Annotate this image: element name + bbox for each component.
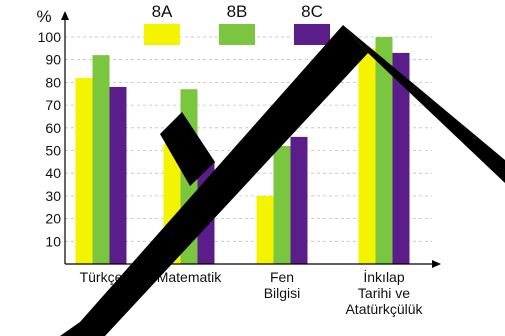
y-tick-label: 20 [45,211,61,227]
legend-label-8a: 8A [152,2,173,21]
y-tick-label: 70 [45,97,61,113]
legend: 8A 8B 8C [144,2,330,45]
legend-label-8b: 8B [227,2,248,21]
bar-8b-4 [375,37,393,264]
legend-swatch-8a [144,24,180,45]
x-axis-arrow-icon [432,260,441,268]
check-mark-left-stroke [160,112,215,186]
bar-8a-4 [358,48,376,264]
bar-8b-1 [92,55,110,264]
category-labels: Türkçe Matematik Fen Bilgisi İnkılap Tarihi v… [80,268,424,317]
category-label: Türkçe [80,269,123,285]
y-tick-label: 40 [45,165,61,181]
legend-swatch-8b [219,24,255,45]
check-mark-right-stroke [343,25,505,183]
bar-8c-1 [109,86,127,264]
bar-8b-3 [273,145,291,264]
y-tick-label: 60 [45,120,61,136]
y-tick-label: 100 [38,29,62,45]
y-tick-label: 10 [45,233,61,249]
check-mark-overlay [60,25,505,336]
bar-8c-4 [392,52,410,264]
bar-8a-3 [256,195,274,264]
category-label: Matematik [157,269,223,285]
y-tick-labels: 10 20 30 40 50 60 70 80 90 100 [38,29,62,249]
category-label: Fen Bilgisi [264,269,301,301]
bar-8c-3 [290,136,308,264]
legend-swatch-8c [294,24,330,45]
y-tick-label: 80 [45,74,61,90]
check-mark-main-stroke [60,25,368,336]
y-tick-label: 50 [45,143,61,159]
legend-label-8c: 8C [301,2,323,21]
y-axis-unit-label: % [36,7,51,26]
bar-8a-1 [75,77,93,264]
y-tick-label: 90 [45,52,61,68]
y-tick-label: 30 [45,188,61,204]
y-axis-arrow-icon [61,11,69,20]
category-label: İnkılap Tarihi ve Atatürkçülük [345,268,423,317]
